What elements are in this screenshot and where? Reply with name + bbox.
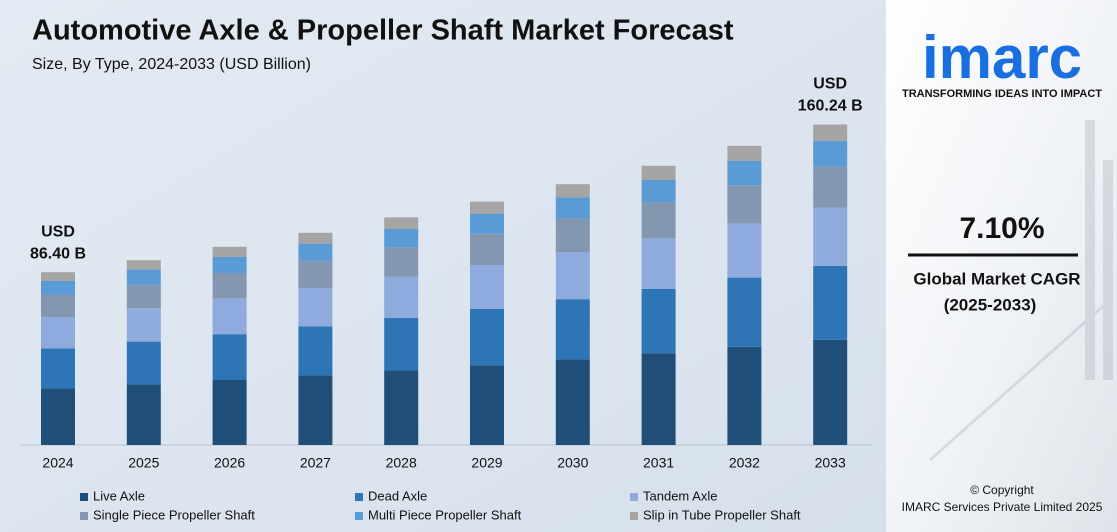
bar-segment	[470, 214, 504, 234]
bar-segment	[470, 365, 504, 445]
total-annotation: 86.40 B	[30, 245, 86, 262]
bar-segment	[470, 309, 504, 366]
bar-segment	[641, 180, 676, 203]
bar-segment	[555, 299, 590, 360]
bar-segment	[384, 229, 419, 248]
bar-segment	[298, 243, 333, 261]
cagr-period: (2025-2033)	[944, 295, 1037, 314]
bar-segment	[212, 334, 247, 380]
bar-segment	[641, 353, 676, 445]
bar-segment	[555, 359, 590, 445]
legend-label: Slip in Tube Propeller Shaft	[643, 507, 801, 522]
bar-segment	[212, 298, 247, 335]
x-tick-label: 2025	[128, 455, 159, 471]
bar-segment	[41, 317, 75, 349]
logo: imarc	[922, 24, 1082, 91]
bar-segment	[555, 184, 590, 198]
bar-segment	[298, 260, 333, 288]
bar-segment	[727, 346, 762, 445]
bar-segment	[298, 326, 333, 376]
bar-segment	[41, 295, 75, 318]
bar-segment	[813, 265, 848, 340]
bar-segment	[470, 201, 504, 214]
x-tick-label: 2030	[557, 455, 588, 471]
tagline: TRANSFORMING IDEAS INTO IMPACT	[902, 88, 1102, 100]
x-tick-label: 2033	[815, 455, 846, 471]
bar-segment	[555, 197, 590, 219]
bar-segment	[126, 269, 161, 285]
bar-segment	[641, 289, 676, 354]
x-tick-label: 2026	[214, 455, 245, 471]
bar-segment	[727, 223, 762, 278]
legend-swatch	[630, 493, 638, 501]
legend-swatch	[355, 512, 363, 520]
legend-swatch	[355, 493, 363, 501]
bar-segment	[384, 217, 419, 229]
legend-label: Single Piece Propeller Shaft	[93, 507, 255, 522]
chart-title: Automotive Axle & Propeller Shaft Market…	[32, 15, 734, 47]
legend-label: Tandem Axle	[643, 488, 717, 503]
bar-segment	[384, 247, 419, 277]
copyright: © Copyright	[970, 483, 1034, 497]
bar-segment	[470, 233, 504, 265]
cagr-value: 7.10%	[959, 212, 1044, 245]
bar-segment	[212, 246, 247, 257]
bar-segment	[298, 288, 333, 327]
x-tick-label: 2029	[471, 455, 502, 471]
sidebar-decoration	[929, 120, 1113, 462]
bar-segment	[470, 265, 504, 309]
total-annotation: 160.24 B	[798, 98, 863, 115]
legend-swatch	[80, 493, 88, 501]
bar-segment	[641, 165, 676, 180]
bar-segment	[41, 348, 75, 389]
bar-segment	[641, 202, 676, 239]
x-tick-label: 2027	[300, 455, 331, 471]
bar-segment	[555, 252, 590, 300]
bar-segment	[727, 185, 762, 224]
bar-segment	[212, 380, 247, 445]
bar-segment	[384, 370, 419, 445]
x-tick-label: 2032	[729, 455, 760, 471]
sidebar-background	[886, 0, 1117, 532]
bar-segment	[813, 140, 848, 167]
legend-swatch	[80, 512, 88, 520]
bar-segment	[41, 281, 75, 295]
bar-segment	[813, 124, 848, 141]
bar-segment	[727, 161, 762, 186]
total-annotation: USD	[813, 76, 847, 93]
bar-segment	[126, 341, 161, 385]
legend-label: Dead Axle	[368, 488, 427, 503]
bar-segment	[126, 284, 161, 309]
copyright-owner: IMARC Services Private Limited 2025	[902, 500, 1103, 514]
bar-segment	[126, 384, 161, 445]
legend-label: Live Axle	[93, 488, 145, 503]
cagr-label: Global Market CAGR	[913, 269, 1080, 288]
bar-segment	[555, 218, 590, 252]
bar-segment	[813, 339, 848, 445]
bar-segment	[212, 273, 247, 299]
legend-label: Multi Piece Propeller Shaft	[368, 507, 522, 522]
total-annotation: USD	[41, 223, 75, 240]
x-tick-label: 2031	[643, 455, 674, 471]
chart-subtitle: Size, By Type, 2024-2033 (USD Billion)	[32, 56, 311, 73]
bar-segment	[126, 260, 161, 270]
bar-segment	[126, 308, 161, 342]
x-tick-label: 2028	[386, 455, 417, 471]
legend-swatch	[630, 512, 638, 520]
bar-segment	[212, 257, 247, 273]
bar-segment	[727, 145, 762, 161]
bar-segment	[298, 232, 333, 244]
bar-segment	[641, 238, 676, 289]
bar-segment	[384, 276, 419, 318]
bar-segment	[727, 277, 762, 347]
bar-segment	[41, 388, 75, 445]
bar-segment	[298, 375, 333, 445]
bar-segment	[384, 317, 419, 371]
bar-segment	[813, 207, 848, 266]
bar-segment	[813, 166, 848, 208]
x-tick-label: 2024	[42, 455, 73, 471]
bar-segment	[41, 272, 75, 281]
